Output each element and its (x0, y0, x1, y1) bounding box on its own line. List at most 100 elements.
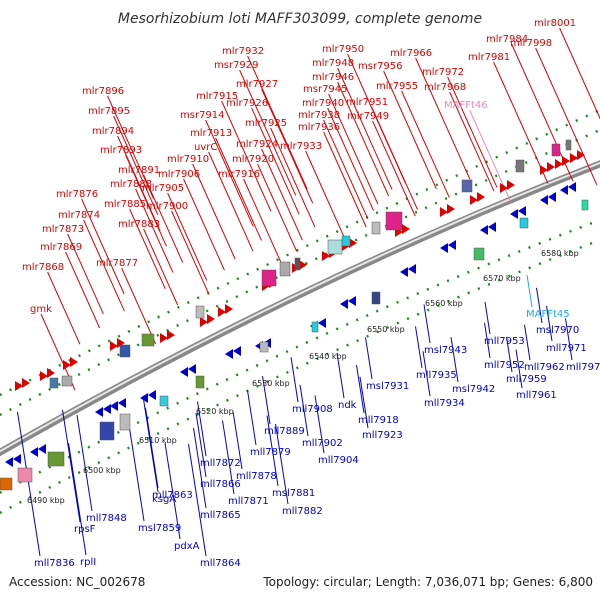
leader-mlr7894 (117, 135, 161, 232)
gene-label-mlr7877: mlr7877 (96, 258, 138, 269)
gene-label-msr7956: msr7956 (358, 61, 403, 72)
leader-msl7881 (266, 415, 279, 487)
leader-mlr7916 (243, 178, 282, 263)
gene-label-msr7914: msr7914 (180, 110, 225, 121)
leader-mll7879 (247, 390, 257, 446)
gene-label-ndk: ndk (338, 400, 357, 411)
leader-mlr7883 (143, 228, 179, 306)
leader-mlr7940 (327, 107, 374, 211)
leader-mlr7925 (270, 127, 316, 228)
gene-label-MAFFt46: MAFFt46 (444, 100, 488, 111)
scale-label: 6550 kbp (367, 325, 405, 334)
gene-label-ksgA: ksgA (152, 494, 176, 505)
gene-block (61, 375, 73, 387)
gene-label-mll7908: mll7908 (292, 404, 333, 415)
gene-label-mlr7933: mlr7933 (280, 141, 322, 152)
gene-block (385, 211, 403, 231)
scale-label: 6490 kbp (27, 496, 65, 505)
gene-arrow-forward (110, 341, 118, 351)
gene-arrow-reverse (140, 393, 148, 403)
leader-pdxA (164, 442, 181, 540)
gene-label-mlr7940: mlr7940 (302, 98, 344, 109)
reverse-gene-leaders (17, 274, 573, 557)
gene-label-mlr7966: mlr7966 (390, 48, 432, 59)
gene-label-mlr7946: mlr7946 (312, 72, 354, 83)
forward-gene-leaders (40, 27, 600, 391)
leader-mlr7885 (129, 208, 166, 290)
leader-mlr7998 (535, 47, 598, 186)
gene-label-rpsF: rpsF (74, 524, 96, 535)
gene-label-mlr7893: mlr7893 (100, 145, 142, 156)
gene-arrow-reverse (560, 185, 568, 195)
gene-label-mlr7873: mlr7873 (42, 224, 84, 235)
leader-mlr7888 (135, 188, 174, 273)
gene-arrow-forward (200, 317, 208, 327)
gene-arrow-forward (63, 360, 71, 370)
gene-label-mll7962: mll7962 (524, 362, 565, 373)
gene-label-msl7931: msl7931 (366, 381, 409, 392)
gene-label-mlr7915: mlr7915 (196, 91, 238, 102)
leader-mll7836 (17, 411, 41, 557)
gene-arrow-reverse (225, 349, 233, 359)
gene-label-mlr7913: mlr7913 (190, 128, 232, 139)
track-dots-3 (0, 238, 600, 515)
gene-label-mlr7984: mlr7984 (486, 34, 528, 45)
gene-label-mll7865: mll7865 (200, 510, 241, 521)
gene-block (141, 333, 155, 347)
leader-mlr7915 (221, 100, 272, 212)
leader-mlr7891 (143, 174, 184, 263)
gene-arrow-forward (547, 162, 555, 172)
gene-label-msl7881: msl7881 (272, 488, 315, 499)
leader-mlr7981 (493, 61, 549, 184)
gene-arrow-forward (440, 207, 448, 217)
gene-label-mlr7924: mlr7924 (236, 139, 278, 150)
gene-label-mlr8001: mlr8001 (534, 18, 576, 29)
gene-arrow-reverse (318, 318, 326, 328)
gene-label-mlr7900: mlr7900 (146, 201, 188, 212)
gene-label-mlr7885: mlr7885 (104, 199, 146, 210)
gene-label-msl7970: msl7970 (536, 325, 579, 336)
gene-arrow-forward (477, 192, 485, 202)
leader-mlr7873 (67, 233, 104, 315)
gene-block (259, 341, 269, 353)
leader-msr7914 (205, 119, 254, 227)
leader-mll7878 (232, 411, 243, 470)
gene-label-mlr7874: mlr7874 (58, 210, 100, 221)
leader-mlr7927 (261, 88, 314, 204)
gene-arrow-reverse (340, 299, 348, 309)
scale-label: 6540 kbp (309, 352, 347, 361)
gene-block (371, 291, 381, 305)
leader-mlr7932 (247, 55, 308, 190)
leader-mll7865 (193, 427, 207, 509)
gene-label-mll7935: mll7935 (416, 370, 457, 381)
gene-arrow-forward (117, 338, 125, 348)
gene-label-mlr7925: mlr7925 (245, 118, 287, 129)
gene-arrow-forward (207, 314, 215, 324)
scale-label: 6510 kbp (139, 436, 177, 445)
gene-label-mll7952: mll7952 (484, 360, 525, 371)
gene-label-mll7889: mll7889 (264, 426, 305, 437)
gene-label-mll7971: mll7971 (546, 343, 587, 354)
gene-block (159, 395, 169, 407)
gene-block (195, 305, 205, 319)
gene-label-mlr7869: mlr7869 (40, 242, 82, 253)
gene-label-mll7973: mll7973 (566, 362, 600, 373)
gene-label-mll7882: mll7882 (282, 506, 323, 517)
gene-arrow-forward (562, 156, 570, 166)
gene-arrow-forward (40, 371, 48, 381)
gene-arrow-forward (70, 357, 78, 367)
scale-label: 6500 kbp (83, 466, 121, 475)
gene-label-mlr7936: mlr7936 (298, 122, 340, 133)
leader-mll7871 (222, 420, 235, 495)
gene-block (119, 344, 131, 358)
gene-arrow-reverse (38, 444, 46, 454)
leader-mlr7876 (81, 198, 125, 295)
gene-arrow-forward (500, 183, 508, 193)
leader-mll7952 (484, 322, 491, 359)
leader-mll7866 (195, 412, 207, 478)
gene-label-mll7934: mll7934 (424, 398, 465, 409)
leader-msl7943 (423, 304, 431, 344)
gene-block (119, 413, 131, 431)
gene-block (49, 377, 59, 389)
